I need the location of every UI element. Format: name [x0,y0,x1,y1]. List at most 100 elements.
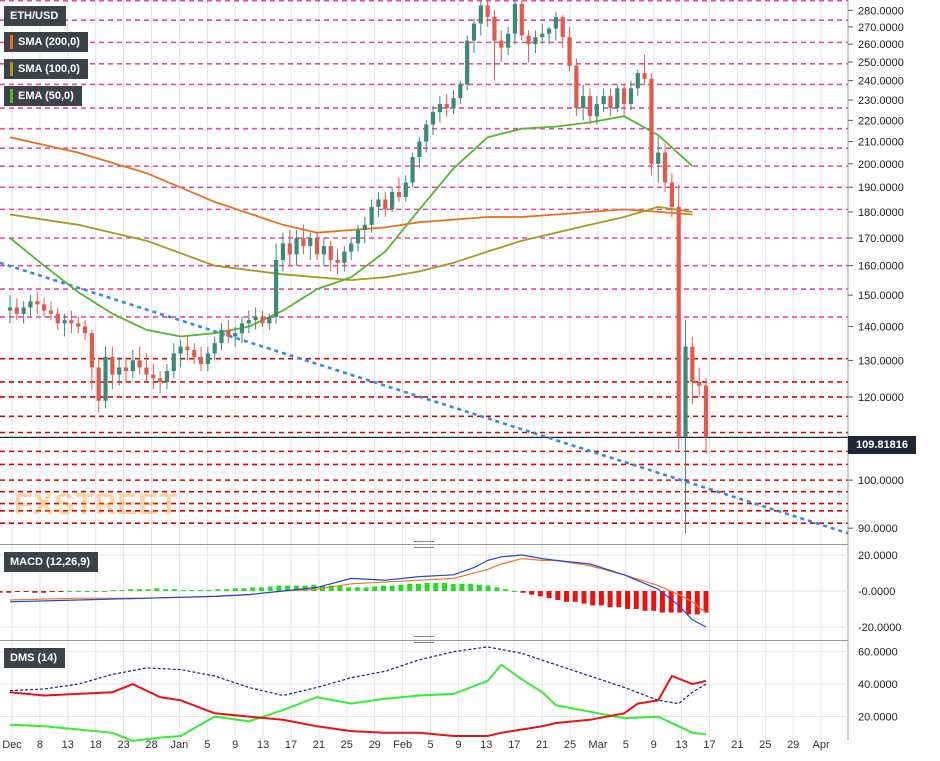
price-tick-label: 120.0000 [858,392,904,404]
ema50-legend[interactable]: EMA (50,0) [4,86,82,106]
candle-body [21,307,26,314]
candle-body [294,237,299,255]
candle-body [437,104,442,113]
candle-body [82,326,88,334]
macd-histogram-bar [450,583,456,591]
macd-histogram-bar [354,587,360,591]
macd-histogram-bar [555,591,561,600]
current-price-value: 109.81816 [856,439,908,451]
macd-histogram-bar [398,584,404,591]
candle-body [314,237,320,255]
macd-histogram-bar [703,591,709,613]
price-tick-label: 250.0000 [858,57,904,69]
macd-histogram-bar [6,591,12,593]
sma100-legend[interactable]: SMA (100,0) [4,59,88,79]
x-tick-label: Mar [588,739,607,751]
candle-body [280,243,286,260]
price-levels [0,0,848,524]
x-tick-label: 21 [731,739,743,751]
instrument-label[interactable]: ETH/USD [4,6,67,26]
x-tick-label: 5 [427,739,433,751]
x-tick-label: 9 [455,739,461,751]
candle-body [444,104,449,109]
candle-body [239,323,245,334]
macd-histogram-bar [372,586,378,591]
price-tick-label: 210.0000 [858,137,904,149]
candle-body [458,84,463,99]
candle-body [506,33,511,48]
macd-histogram-bar [337,585,343,591]
macd-histogram-bar [442,582,448,591]
x-tick-label: 18 [90,739,102,751]
x-tick-label: Feb [393,739,412,751]
candle-body [185,346,190,350]
sma200-legend[interactable]: SMA (200,0) [4,32,88,52]
candle-body [540,33,545,38]
candle-body [485,5,490,17]
candle-body [226,329,231,337]
candle-body [246,320,251,324]
candle-body [683,346,688,437]
price-tick-label: 200.0000 [858,159,904,171]
macd-tick-label: -20.0000 [858,622,901,634]
sma100-legend-text: SMA (100,0) [18,63,80,75]
macd-histogram-bar [415,583,421,591]
candle-body [96,367,101,401]
candle-body [615,88,620,109]
x-tick-label: 17 [508,739,520,751]
candle-body [608,96,613,109]
x-tick-label: 25 [759,739,771,751]
macd-histogram-bar [598,591,604,606]
dms-separator [0,640,848,641]
price-tick-label: 240.0000 [858,76,904,88]
x-tick-label: 23 [117,739,129,751]
x-tick-label: 5 [623,739,629,751]
candle-body [342,251,347,263]
candle-body [635,73,640,89]
macd-histogram-bar [163,589,169,591]
macd-histogram-bar [468,583,474,591]
macd-histogram-bar [677,591,683,613]
x-tick-label: 13 [675,739,687,751]
macd-histogram-bar [651,591,657,611]
x-tick-label: 8 [37,739,43,751]
candle-body [335,259,340,263]
macd-histogram-bar [520,591,526,593]
macd-histogram-bar [389,585,395,591]
macd-line [9,554,707,628]
candle-body [390,192,395,210]
price-tick-label: 270.0000 [858,22,904,34]
sma200-swatch [10,35,13,49]
macd-histogram-bar [232,588,238,591]
x-tick-label: 17 [703,739,715,751]
dms-label[interactable]: DMS (14) [4,648,66,668]
x-tick-label: 29 [369,739,381,751]
dms-panel-resize-handle[interactable] [414,636,434,643]
candle-body [349,243,354,252]
macd-histogram-bar [668,591,674,613]
macd-panel-resize-handle[interactable] [414,541,434,548]
macd-histogram-bar [546,591,552,599]
candle-body [151,374,156,379]
macd-histogram-bar [363,587,369,591]
candle-body [110,356,115,375]
x-tick-label: 13 [480,739,492,751]
price-tick-label: 180.0000 [858,207,904,219]
macd-histogram-bar [93,591,99,592]
macd-histogram-bar [189,590,195,592]
x-tick-label: Apr [813,739,830,751]
price-tick-label: 220.0000 [858,115,904,127]
macd-histogram-bar [250,587,256,591]
macd-histogram-bar [285,585,291,591]
candle-body [274,259,279,317]
macd-histogram-bar [686,591,692,615]
sma200-legend-text: SMA (200,0) [18,36,80,48]
candle-body [28,301,33,308]
candle-body [492,16,497,41]
macd-label[interactable]: MACD (12,26,9) [4,552,99,572]
price-tick-label: 260.0000 [858,39,904,51]
dms-axis: 60.0000 40.0000 20.0000 [0,647,898,724]
macd-histogram-bar [206,590,212,592]
candle-body [574,65,579,109]
x-tick-label: 13 [62,739,74,751]
